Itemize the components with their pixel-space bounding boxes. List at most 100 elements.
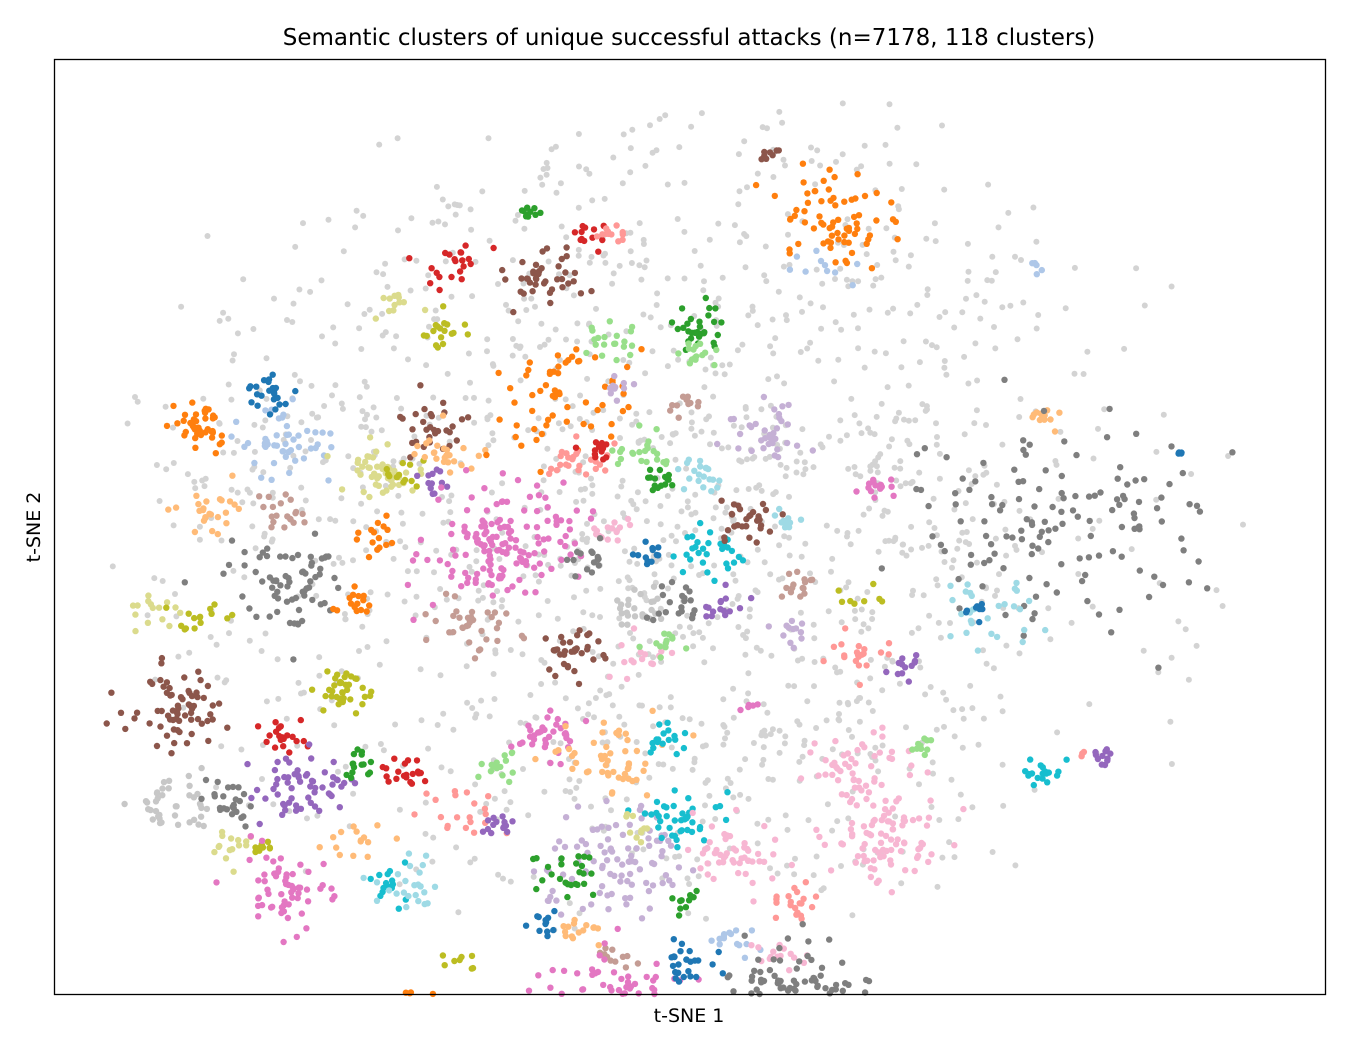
cluster-point xyxy=(988,630,995,637)
cluster-point xyxy=(553,518,560,525)
noise-point xyxy=(620,131,627,138)
cluster-point xyxy=(680,324,687,331)
cluster-point xyxy=(522,589,529,596)
cluster-point xyxy=(654,484,661,492)
noise-point xyxy=(730,516,737,523)
cluster-point xyxy=(177,609,184,616)
noise-point xyxy=(638,276,645,283)
cluster-point xyxy=(566,639,574,646)
noise-point xyxy=(696,629,703,636)
noise-point xyxy=(325,216,332,223)
cluster-point xyxy=(261,871,268,878)
cluster-point xyxy=(423,636,430,644)
noise-point xyxy=(850,311,857,318)
noise-point xyxy=(509,336,516,342)
cluster-point xyxy=(571,749,578,757)
cluster-point xyxy=(1168,443,1175,450)
cluster-point xyxy=(451,957,458,965)
noise-point xyxy=(241,574,248,581)
noise-point xyxy=(263,395,270,402)
cluster-point xyxy=(1114,475,1121,482)
cluster-point xyxy=(537,209,544,216)
cluster-point xyxy=(952,501,959,508)
cluster-point xyxy=(604,536,611,543)
cluster-point xyxy=(648,558,655,565)
cluster-point xyxy=(854,746,861,754)
noise-point xyxy=(450,726,457,733)
cluster-point xyxy=(546,289,554,296)
cluster-point xyxy=(626,870,634,878)
cluster-point xyxy=(402,877,409,885)
noise-point xyxy=(684,498,691,505)
cluster-point xyxy=(431,883,439,890)
cluster-point xyxy=(350,823,357,830)
cluster-point xyxy=(214,513,222,521)
cluster-point xyxy=(823,267,831,275)
cluster-point xyxy=(599,231,606,238)
cluster-point xyxy=(373,448,380,455)
cluster-point xyxy=(580,870,587,877)
cluster-point xyxy=(686,588,693,595)
cluster-point xyxy=(401,476,409,484)
cluster-point xyxy=(703,551,710,558)
cluster-point xyxy=(861,192,869,200)
noise-point xyxy=(230,449,237,456)
noise-point xyxy=(556,489,563,495)
noise-point xyxy=(642,498,649,505)
cluster-point xyxy=(801,208,808,215)
cluster-point xyxy=(258,837,266,844)
noise-point xyxy=(742,651,749,658)
cluster-point xyxy=(439,952,447,959)
cluster-point xyxy=(669,895,676,902)
cluster-point xyxy=(609,946,616,953)
cluster-point xyxy=(336,804,343,811)
cluster-point xyxy=(133,709,141,716)
noise-point xyxy=(761,272,768,279)
cluster-point xyxy=(638,346,645,353)
noise-point xyxy=(720,696,727,703)
cluster-point xyxy=(650,583,658,590)
cluster-point xyxy=(679,568,687,576)
noise-point xyxy=(681,228,688,235)
cluster-point xyxy=(838,791,846,798)
cluster-point xyxy=(913,451,921,458)
noise-point xyxy=(810,621,817,628)
cluster-point xyxy=(976,618,983,626)
noise-point xyxy=(898,186,905,192)
cluster-point xyxy=(689,819,696,826)
noise-point xyxy=(1182,626,1189,633)
cluster-point xyxy=(972,604,980,611)
noise-point xyxy=(586,259,593,266)
noise-point xyxy=(341,611,348,617)
cluster-point xyxy=(636,643,643,650)
noise-point xyxy=(662,112,669,119)
cluster-point xyxy=(882,797,889,804)
cluster-point xyxy=(285,448,292,456)
cluster-point xyxy=(1041,518,1049,525)
cluster-point xyxy=(759,500,767,508)
cluster-point xyxy=(766,966,774,974)
cluster-point xyxy=(609,447,616,454)
noise-point xyxy=(1068,619,1075,626)
cluster-point xyxy=(783,439,791,447)
cluster-point xyxy=(832,737,839,745)
cluster-point xyxy=(391,301,398,309)
cluster-point xyxy=(479,517,486,524)
cluster-point xyxy=(369,454,377,461)
cluster-point xyxy=(385,471,392,478)
cluster-point xyxy=(699,351,706,359)
noise-point xyxy=(634,489,641,496)
noise-point xyxy=(1175,618,1182,625)
noise-point xyxy=(550,739,557,745)
noise-point xyxy=(1225,453,1232,459)
cluster-point xyxy=(748,594,755,602)
noise-point xyxy=(1080,371,1087,377)
cluster-point xyxy=(523,275,531,282)
noise-point xyxy=(180,704,187,711)
cluster-point xyxy=(551,907,558,915)
cluster-point xyxy=(710,318,718,326)
cluster-point xyxy=(830,643,838,650)
cluster-point xyxy=(669,635,676,642)
noise-point xyxy=(586,170,593,177)
cluster-point xyxy=(991,550,998,557)
